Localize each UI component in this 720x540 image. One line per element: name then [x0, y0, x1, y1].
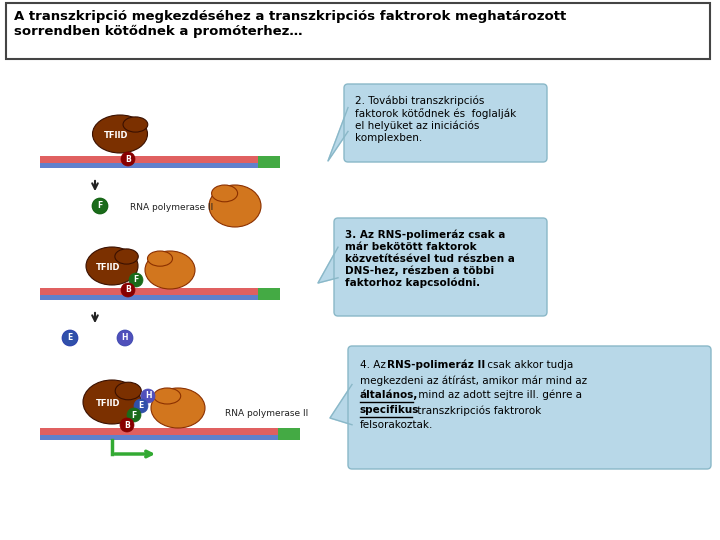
Text: TFIID: TFIID	[104, 132, 128, 140]
Ellipse shape	[92, 115, 148, 153]
Ellipse shape	[212, 185, 238, 202]
Text: RNA polymerase II: RNA polymerase II	[225, 408, 308, 417]
Bar	[40, 428, 300, 435]
Text: H: H	[122, 334, 128, 342]
Bar	[40, 288, 280, 295]
Bar	[40, 156, 280, 163]
Ellipse shape	[123, 117, 148, 132]
Ellipse shape	[86, 247, 138, 285]
Bar	[40, 163, 280, 168]
FancyBboxPatch shape	[348, 346, 711, 469]
Bar	[40, 295, 280, 300]
Text: megkezdeni az átírást, amikor már mind az: megkezdeni az átírást, amikor már mind a…	[360, 375, 587, 386]
FancyBboxPatch shape	[6, 3, 710, 59]
FancyBboxPatch shape	[344, 84, 547, 162]
Text: 4. Az: 4. Az	[360, 360, 389, 370]
Text: B: B	[125, 154, 131, 164]
Ellipse shape	[153, 388, 181, 404]
Text: E: E	[68, 334, 73, 342]
Text: F: F	[133, 275, 139, 285]
Text: A transzkripció megkezdéséhez a transzkripciós faktrorok meghatározott
sorrendbe: A transzkripció megkezdéséhez a transzkr…	[14, 10, 566, 38]
Ellipse shape	[115, 382, 141, 400]
Text: transzkripciós faktrorok: transzkripciós faktrorok	[414, 405, 541, 415]
Text: B: B	[124, 421, 130, 429]
Circle shape	[127, 408, 141, 422]
Circle shape	[129, 273, 143, 287]
Text: felsorakoztak.: felsorakoztak.	[360, 420, 433, 430]
Polygon shape	[318, 247, 338, 283]
Text: 3. Az RNS-polimeráz csak a
már bekötött faktorok
közvetítésével tud részben a
DN: 3. Az RNS-polimeráz csak a már bekötött …	[345, 230, 515, 288]
Circle shape	[120, 418, 134, 432]
Circle shape	[117, 330, 133, 346]
Bar	[258, 288, 280, 300]
Bar	[258, 156, 280, 168]
Text: csak akkor tudja: csak akkor tudja	[484, 360, 573, 370]
Ellipse shape	[209, 185, 261, 227]
Circle shape	[134, 399, 148, 413]
Bar	[278, 428, 300, 440]
Text: specifikus: specifikus	[360, 405, 419, 415]
Text: mind az adott sejtre ill. génre a: mind az adott sejtre ill. génre a	[415, 390, 582, 401]
Text: E: E	[138, 402, 143, 410]
Bar	[40, 435, 300, 440]
Text: F: F	[97, 201, 103, 211]
Circle shape	[141, 389, 155, 403]
Text: 2. További transzkripciós
faktorok kötődnek és  foglalják
el helyüket az iniciác: 2. További transzkripciós faktorok kötőd…	[355, 96, 516, 143]
Ellipse shape	[83, 380, 141, 424]
Polygon shape	[328, 107, 348, 161]
Circle shape	[121, 152, 135, 166]
Ellipse shape	[148, 251, 173, 266]
Text: H: H	[145, 392, 151, 401]
Ellipse shape	[145, 251, 195, 289]
Text: TFIID: TFIID	[96, 400, 120, 408]
Text: RNS-polimeráz II: RNS-polimeráz II	[387, 360, 485, 370]
Ellipse shape	[115, 249, 138, 264]
Text: F: F	[131, 410, 137, 420]
Text: RNA polymerase II: RNA polymerase II	[130, 204, 213, 213]
Circle shape	[92, 198, 108, 214]
Text: TFIID: TFIID	[96, 264, 120, 273]
Circle shape	[121, 283, 135, 297]
Polygon shape	[330, 384, 352, 425]
Text: általános,: általános,	[360, 390, 418, 401]
Circle shape	[62, 330, 78, 346]
FancyBboxPatch shape	[334, 218, 547, 316]
Text: B: B	[125, 286, 131, 294]
Ellipse shape	[151, 388, 205, 428]
